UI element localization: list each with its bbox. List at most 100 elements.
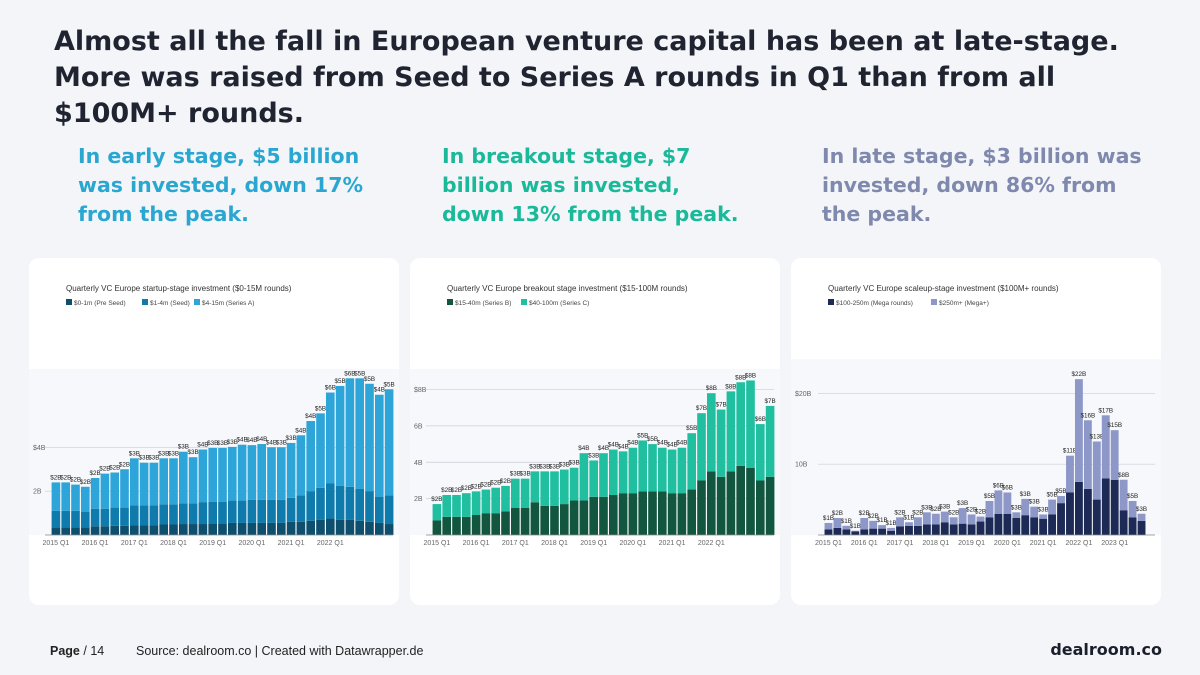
bar-segment bbox=[306, 421, 316, 492]
bar-segment bbox=[218, 501, 227, 524]
bar-segment bbox=[887, 530, 896, 535]
bar-segment bbox=[618, 451, 628, 494]
data-label: $2B bbox=[451, 487, 462, 494]
bar-segment bbox=[257, 499, 267, 523]
data-label: $5B bbox=[647, 436, 658, 443]
bar-segment bbox=[227, 446, 237, 501]
bar-segment bbox=[1048, 499, 1057, 515]
bar-segment bbox=[706, 471, 716, 535]
x-tick-label: 2018 Q1 bbox=[922, 540, 949, 547]
bar-segment bbox=[1083, 420, 1092, 489]
bar-segment bbox=[755, 480, 765, 535]
data-label: $2B bbox=[461, 485, 472, 492]
bar-segment bbox=[569, 467, 579, 501]
bar-segment bbox=[1083, 488, 1092, 535]
data-label: $2B bbox=[966, 506, 977, 513]
legend-label: $4-15m (Series A) bbox=[202, 300, 254, 307]
bar-segment bbox=[237, 444, 247, 501]
bar-segment bbox=[481, 513, 491, 535]
x-tick-label: 2019 Q1 bbox=[580, 540, 607, 547]
bar-segment bbox=[491, 487, 501, 514]
bar-segment bbox=[374, 522, 384, 535]
data-label: $3B bbox=[510, 471, 521, 478]
data-label: $5B bbox=[383, 381, 394, 388]
bar-segment bbox=[687, 489, 697, 535]
legend-swatch bbox=[521, 299, 527, 305]
data-label: $2B bbox=[89, 470, 100, 477]
bar-segment bbox=[608, 495, 618, 535]
data-label: $2B bbox=[441, 487, 452, 494]
data-label: $5B bbox=[334, 378, 345, 385]
bar-segment bbox=[1057, 496, 1065, 504]
bar-segment bbox=[355, 488, 365, 521]
bar-segment bbox=[1021, 498, 1030, 516]
bar-segment bbox=[755, 424, 765, 481]
bar-segment bbox=[677, 493, 687, 535]
data-label: $3B bbox=[138, 455, 149, 462]
data-label: $3B bbox=[285, 435, 296, 442]
bar-segment bbox=[481, 489, 491, 514]
legend-swatch bbox=[66, 299, 72, 305]
bar-segment bbox=[851, 530, 860, 532]
bar-segment bbox=[842, 525, 851, 530]
bar-segment bbox=[461, 516, 471, 535]
bar-segment bbox=[267, 447, 276, 500]
bar-segment bbox=[374, 496, 384, 523]
bar-segment bbox=[237, 500, 247, 523]
data-label: $6B bbox=[325, 385, 336, 392]
data-label: $2B bbox=[60, 474, 71, 481]
bar-segment bbox=[227, 522, 237, 535]
bar-segment bbox=[824, 522, 833, 530]
bar-segment bbox=[71, 510, 80, 528]
bar-segment bbox=[931, 513, 940, 525]
data-label: $3B bbox=[921, 504, 932, 511]
y-tick-label: 4B bbox=[414, 460, 423, 467]
bar-segment bbox=[325, 392, 335, 484]
bar-segment bbox=[247, 445, 257, 500]
bar-segment bbox=[1048, 514, 1057, 535]
bar-segment bbox=[159, 458, 169, 505]
bar-segment bbox=[286, 497, 296, 522]
bar-segment bbox=[697, 413, 706, 481]
bar-segment bbox=[120, 525, 129, 535]
bar-segment bbox=[530, 502, 540, 535]
bar-segment bbox=[896, 526, 904, 535]
data-label: $1B bbox=[877, 517, 888, 524]
bar-segment bbox=[188, 457, 198, 504]
data-label: $22B bbox=[1072, 371, 1087, 378]
early-stage-chart-card: Quarterly VC Europe startup-stage invest… bbox=[29, 258, 399, 605]
data-label: $3B bbox=[178, 444, 189, 451]
data-label: $5B bbox=[1046, 492, 1057, 499]
bar-segment bbox=[618, 493, 628, 535]
data-label: $2B bbox=[431, 496, 442, 503]
bar-segment bbox=[384, 495, 394, 525]
data-label: $2B bbox=[490, 480, 501, 487]
data-label: $3B bbox=[549, 463, 560, 470]
data-label: $7B bbox=[764, 398, 775, 405]
bar-segment bbox=[159, 504, 169, 525]
bar-segment bbox=[61, 482, 71, 511]
bar-segment bbox=[286, 442, 296, 498]
data-label: $4B bbox=[295, 427, 306, 434]
bar-segment bbox=[967, 524, 976, 536]
bar-segment bbox=[110, 525, 120, 535]
bar-segment bbox=[335, 385, 345, 486]
data-label: $2B bbox=[894, 509, 905, 516]
legend-label: $250m+ (Mega+) bbox=[939, 300, 989, 307]
bar-segment bbox=[296, 495, 306, 522]
bar-segment bbox=[1039, 518, 1048, 535]
bar-segment bbox=[976, 516, 985, 522]
bar-segment bbox=[949, 524, 958, 536]
bar-segment bbox=[510, 507, 520, 535]
x-tick-label: 2019 Q1 bbox=[958, 540, 985, 547]
bar-segment bbox=[851, 531, 860, 535]
page-number: / 14 bbox=[83, 644, 105, 658]
bar-segment bbox=[178, 451, 188, 504]
y-tick-label: 6B bbox=[414, 423, 423, 430]
data-label: $8B bbox=[1118, 472, 1129, 479]
bar-segment bbox=[316, 487, 325, 520]
x-tick-label: 2018 Q1 bbox=[541, 540, 568, 547]
bar-segment bbox=[922, 512, 931, 525]
bar-segment bbox=[169, 458, 178, 505]
bar-segment bbox=[833, 527, 842, 535]
